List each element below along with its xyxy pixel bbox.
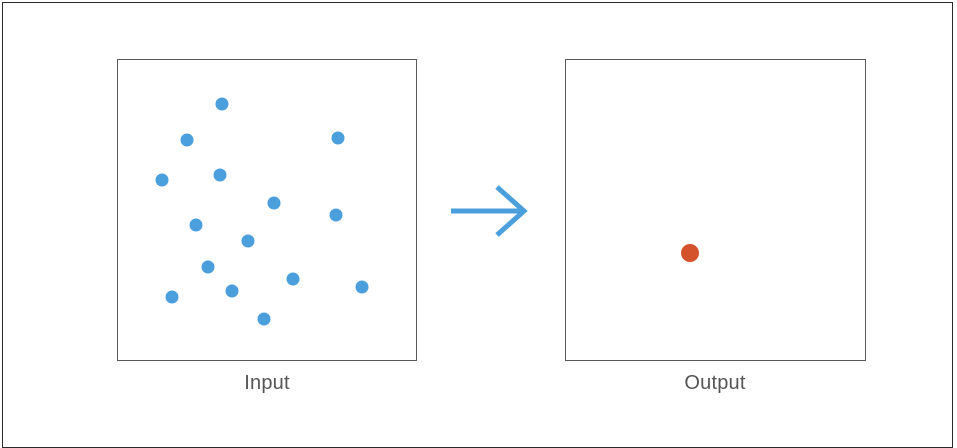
input-point [241,234,255,248]
input-point [213,168,227,182]
input-point [257,312,271,326]
input-point [355,280,369,294]
input-point [225,284,239,298]
input-point [180,133,194,147]
input-point [267,196,281,210]
input-point [286,272,300,286]
output-caption: Output [684,372,746,394]
input-point [165,290,179,304]
arrow-right-icon [451,185,528,237]
input-caption: Input [244,372,290,394]
output-points-group [681,244,699,262]
arrow-head [495,185,528,237]
input-point [331,131,345,145]
input-point [189,218,203,232]
input-panel [117,59,417,361]
input-points-group [155,97,369,326]
output-panel [565,59,866,361]
input-point [201,260,215,274]
input-point [155,173,169,187]
input-point [215,97,229,111]
output-point [681,244,699,262]
input-point [329,208,343,222]
